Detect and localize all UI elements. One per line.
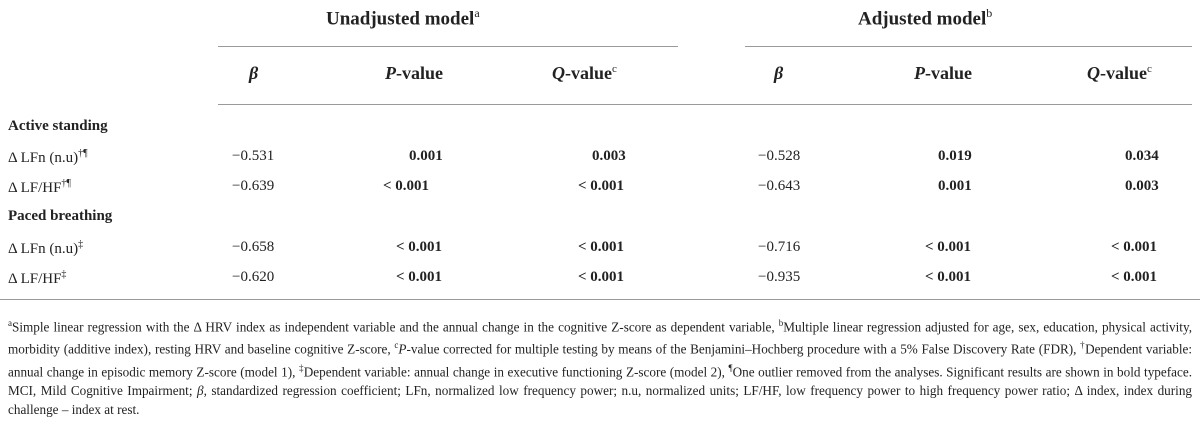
table-cell: −0.658 — [232, 239, 275, 255]
section-title: Active standing — [8, 118, 108, 134]
table-cell: < 0.001 — [396, 269, 443, 285]
table-cell: 0.019 — [938, 148, 972, 164]
section-title: Paced breathing — [8, 208, 113, 224]
row-label: Δ LF/HF†¶ — [8, 178, 71, 196]
col-header-beta-unadjusted: β — [249, 63, 259, 83]
table-bottom-rule — [0, 299, 1200, 300]
table-cell: < 0.001 — [578, 178, 625, 194]
table-cell: −0.620 — [232, 269, 275, 285]
table-cell: < 0.001 — [1111, 239, 1158, 255]
table-cell: 0.003 — [1125, 178, 1159, 194]
table-cell: −0.935 — [758, 269, 801, 285]
table-cell: −0.531 — [232, 148, 275, 164]
table-cell: 0.003 — [592, 148, 626, 164]
table-cell: < 0.001 — [578, 239, 625, 255]
row-label: Δ LF/HF‡ — [8, 269, 67, 287]
table-cell: −0.639 — [232, 178, 275, 194]
adjusted-group-rule — [745, 46, 1192, 47]
row-label: Δ LFn (n.u)†¶ — [8, 148, 88, 166]
col-header-p-unadjusted: P-value — [385, 63, 443, 83]
table-cell: −0.528 — [758, 148, 801, 164]
col-header-q-unadjusted: Q-valuec — [552, 63, 617, 83]
table-cell: −0.716 — [758, 239, 801, 255]
table-footnote: aSimple linear regression with the Δ HRV… — [8, 318, 1193, 418]
col-header-beta-adjusted: β — [774, 63, 784, 83]
table-cell: 0.034 — [1125, 148, 1159, 164]
table-cell: < 0.001 — [925, 269, 972, 285]
unadjusted-group-rule — [218, 46, 678, 47]
row-label: Δ LFn (n.u)‡ — [8, 239, 84, 257]
table-cell: −0.643 — [758, 178, 801, 194]
col-header-p-adjusted: P-value — [914, 63, 972, 83]
table-cell: 0.001 — [409, 148, 443, 164]
col-header-q-adjusted: Q-valuec — [1087, 63, 1152, 83]
table-cell: 0.001 — [938, 178, 972, 194]
table-cell: < 0.001 — [1111, 269, 1158, 285]
table-cell: < 0.001 — [925, 239, 972, 255]
header-bottom-rule — [218, 104, 1192, 105]
table-cell: < 0.001 — [383, 178, 430, 194]
adjusted-model-title: Adjusted modelb — [858, 6, 993, 30]
table-cell: < 0.001 — [396, 239, 443, 255]
unadjusted-model-title: Unadjusted modela — [326, 6, 480, 30]
table-cell: < 0.001 — [578, 269, 625, 285]
